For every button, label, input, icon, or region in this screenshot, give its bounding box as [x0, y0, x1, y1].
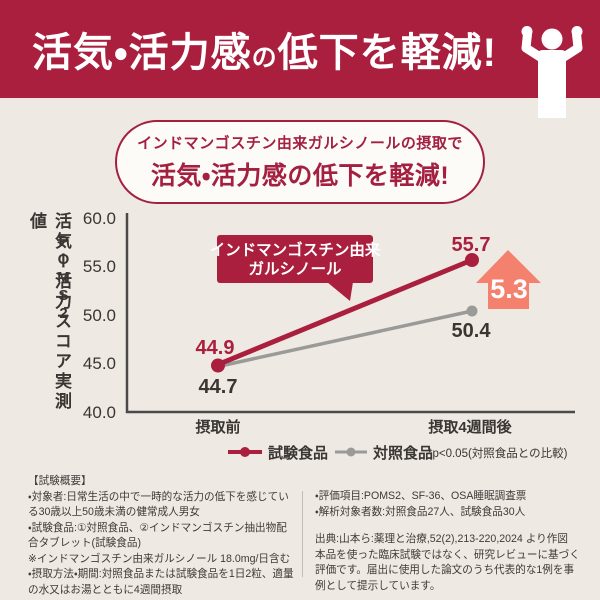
flexing-person-icon	[521, 26, 583, 118]
study-analysis-count: ・解析対象者数:対照食品27人、試験食品30人	[315, 505, 526, 518]
study-overview-dose-note: ※インドマンゴスチン由来ガルシノール 18.0mg/日含む	[28, 552, 291, 565]
significance-note: *p<0.05(対照食品との比較)	[428, 447, 568, 460]
page-title-particle: の	[251, 44, 278, 72]
y-axis-sublabel: POMS2	[55, 233, 72, 323]
y-axis-label: 活気ー活力スコア実測値	[27, 212, 71, 412]
y-tick-50: 50.0	[83, 306, 116, 325]
legend-test-dot	[240, 447, 250, 457]
legend-control-dot	[346, 447, 356, 457]
study-overview-method: ・摂取方法・期間:対照食品または試験食品を1日2粒、適量の水又はお湯とともに4週…	[28, 568, 294, 596]
study-overview-column: 【試験概要】 ・対象者:日常生活の中で一時的な活力の低下を感じている30歳以上5…	[28, 474, 296, 599]
legend-control-label: 対照食品	[372, 444, 433, 462]
study-overview-foods: ・試験食品:①対照食品、②インドマンゴスチン抽出物配合タブレット(試験食品)	[28, 521, 287, 550]
y-tick-55: 55.0	[83, 257, 116, 276]
source-disclaimer: 本品を使った臨床試験ではなく、研究レビューに基づく評価です。届出に使用した論文の…	[315, 548, 580, 592]
line-chart: 60.0 55.0 50.0 45.0 40.0 44.9 44.7 55.7 …	[83, 209, 575, 462]
chart-axes	[125, 213, 575, 414]
claim-bubble: インドマンゴスチン由来ガルシノールの摂取で 活気・活力感の低下を軽減!	[115, 120, 485, 204]
study-overview-heading: 【試験概要】	[28, 475, 92, 487]
series-test	[211, 253, 479, 373]
study-results-column: ・評価項目:POMS2、SF-36、OSA睡眠調査票 ・解析対象者数:対照食品2…	[315, 489, 581, 594]
y-tick-40: 40.0	[83, 403, 116, 422]
y-tick-45: 45.0	[83, 354, 116, 373]
value-label-control-after: 50.4	[452, 320, 492, 342]
value-label-test-after: 55.7	[452, 234, 491, 256]
ingredient-callout: インドマンゴスチン由来 ガルシノール	[210, 235, 381, 301]
value-label-control-before: 44.7	[199, 376, 238, 398]
ingredient-callout-line1: インドマンゴスチン由来	[210, 240, 381, 259]
page-title-part1: 活気・活力感	[32, 31, 252, 75]
x-label-before: 摂取前	[195, 418, 240, 436]
source-block: 出典:山本ら:薬理と治療,52(2),213-220,2024 より作図 本品を…	[315, 532, 581, 594]
ingredient-callout-line2: ガルシノール	[248, 260, 342, 278]
x-label-after: 摂取4週間後	[428, 418, 512, 436]
y-tick-60: 60.0	[83, 209, 116, 228]
difference-value: 5.3	[490, 274, 528, 304]
chart-legend: 試験食品 対照食品 *p<0.05(対照食品との比較)	[228, 444, 568, 462]
difference-arrow: 5.3	[476, 250, 541, 309]
page-title-part2: 低下を軽減!	[277, 31, 497, 75]
series-control	[217, 305, 478, 369]
value-label-test-before: 44.9	[196, 337, 235, 359]
claim-title: 活気・活力感の低下を軽減!	[150, 162, 450, 190]
study-overview-subjects: ・対象者:日常生活の中で一時的な活力の低下を感じている30歳以上50歳未満の健常…	[28, 490, 289, 519]
source-citation: 出典:山本ら:薬理と治療,52(2),213-220,2024 より作図	[315, 533, 568, 546]
claim-subtitle: インドマンゴスチン由来ガルシノールの摂取で	[137, 135, 463, 152]
header-banner: 活気・活力感の低下を軽減!	[0, 0, 600, 98]
page-title: 活気・活力感の低下を軽減!	[0, 20, 497, 78]
study-evaluation-items: ・評価項目:POMS2、SF-36、OSA睡眠調査票	[315, 490, 527, 502]
footer-divider	[302, 491, 303, 577]
legend-test-label: 試験食品	[268, 444, 328, 462]
